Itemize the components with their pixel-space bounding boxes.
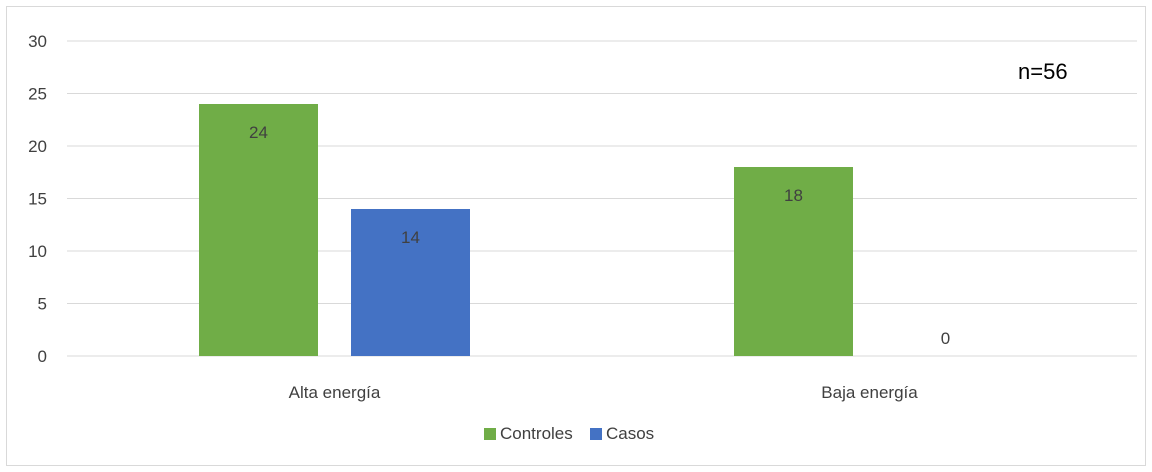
y-tick-label: 30 <box>28 32 47 51</box>
x-tick-label: Baja energía <box>821 383 918 402</box>
bar-casos-0 <box>351 209 470 356</box>
legend-swatch <box>484 428 496 440</box>
chart-frame <box>6 6 1146 466</box>
y-tick-label: 20 <box>28 137 47 156</box>
legend-label: Casos <box>606 424 654 443</box>
legend-swatch <box>590 428 602 440</box>
y-tick-label: 15 <box>28 190 47 209</box>
y-axis-tick-labels: 0 5 10 15 20 25 30 <box>28 32 47 366</box>
x-axis-tick-labels: Alta energía Baja energía <box>289 383 919 402</box>
data-label: 14 <box>401 228 420 247</box>
legend-label: Controles <box>500 424 573 443</box>
bar-controles-1 <box>734 167 853 356</box>
legend: Controles Casos <box>484 424 654 443</box>
y-tick-label: 25 <box>28 85 47 104</box>
data-label: 24 <box>249 123 268 142</box>
bar-controles-0 <box>199 104 318 356</box>
bars <box>199 104 853 356</box>
y-tick-label: 5 <box>38 295 47 314</box>
data-labels: 24 14 18 0 <box>249 123 950 348</box>
sample-size-annotation: n=56 <box>1018 59 1068 84</box>
y-tick-label: 10 <box>28 242 47 261</box>
y-tick-label: 0 <box>38 347 47 366</box>
x-tick-label: Alta energía <box>289 383 381 402</box>
data-label: 0 <box>941 329 950 348</box>
data-label: 18 <box>784 186 803 205</box>
